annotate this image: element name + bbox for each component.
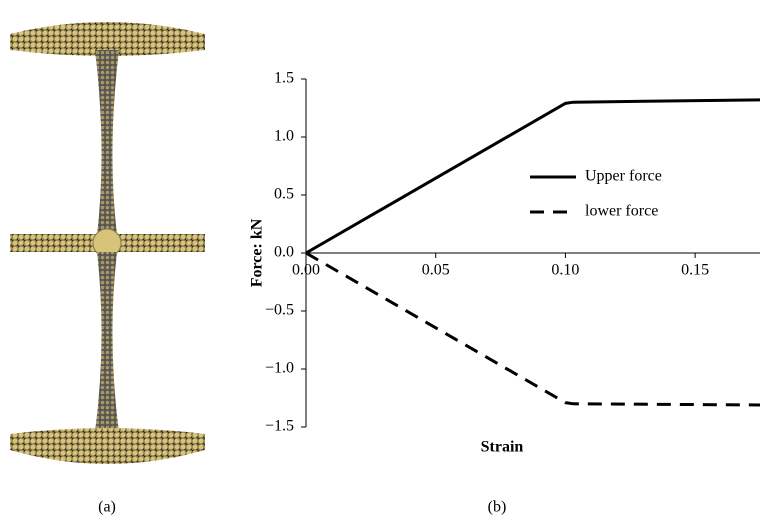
y-axis-title: Force: kN: [249, 218, 266, 287]
y-tick-label: −1.5: [265, 418, 294, 435]
y-tick-label: 0.5: [274, 186, 294, 203]
x-tick-label: 0.10: [551, 262, 579, 279]
panel-label: (b): [488, 499, 507, 516]
legend-label: lower force: [585, 203, 658, 220]
y-tick-label: 1.5: [274, 70, 294, 87]
y-tick-label: −0.5: [265, 302, 294, 319]
panel-label: (a): [98, 499, 116, 516]
figure: (a) (b) Force: kN Strain 1.5 1.0 0.5 0.0 −0.…: [0, 0, 764, 523]
x-tick-label: 0.00: [292, 262, 320, 279]
x-tick-label: 0.15: [681, 262, 709, 279]
y-tick-label: 1.0: [274, 128, 294, 145]
y-tick-label: −1.0: [265, 360, 294, 377]
legend-label: Upper force: [585, 168, 662, 185]
x-tick-label: 0.05: [422, 262, 450, 279]
y-tick-label: 0.0: [274, 244, 294, 261]
structure-image: [10, 22, 205, 464]
x-axis-title: Strain: [481, 439, 524, 456]
